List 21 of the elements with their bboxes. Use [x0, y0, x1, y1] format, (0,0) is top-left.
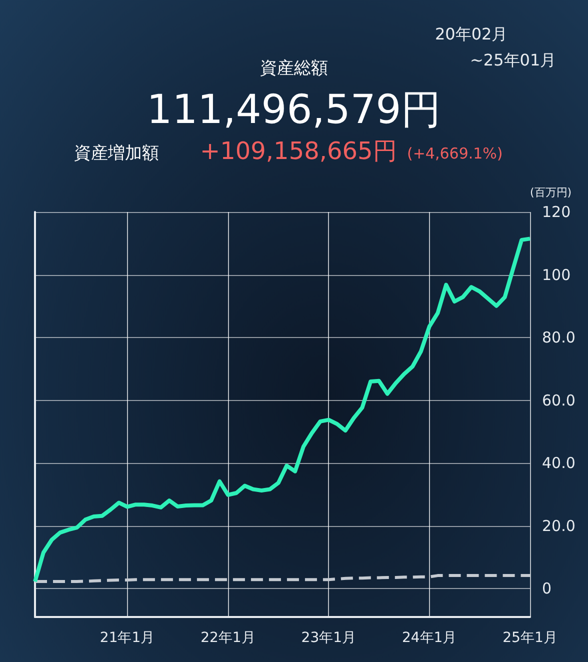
y-tick-label: 40.0	[542, 454, 576, 472]
text: 20年02月	[435, 24, 508, 44]
x-tick-label: 21年1月	[100, 630, 155, 646]
x-tick-label: 22年1月	[200, 630, 256, 646]
text: +109,158,665円	[200, 137, 397, 165]
x-tick-label: 25年1月	[502, 630, 558, 646]
line-series	[33, 236, 532, 584]
y-tick-label: 120	[542, 203, 571, 221]
y-tick-label: 100	[542, 266, 571, 284]
text: 資産増加額	[74, 144, 159, 164]
text: (+4,669.1%)	[407, 144, 503, 162]
y-tick-label: 80.0	[542, 328, 576, 347]
y-tick-label: 60.0	[542, 391, 576, 410]
y-tick-label: 20.0	[542, 516, 576, 535]
x-tick-label: 24年1月	[402, 630, 457, 646]
chart-title: 資産総額	[260, 58, 328, 78]
chart-subtitle: 111,496,579円	[146, 87, 442, 133]
text: ~25年01月	[470, 50, 556, 70]
y-axis-title: (百万円)	[530, 186, 572, 199]
y-tick-label: 0	[542, 580, 552, 598]
x-tick-label: 23年1月	[301, 630, 356, 646]
